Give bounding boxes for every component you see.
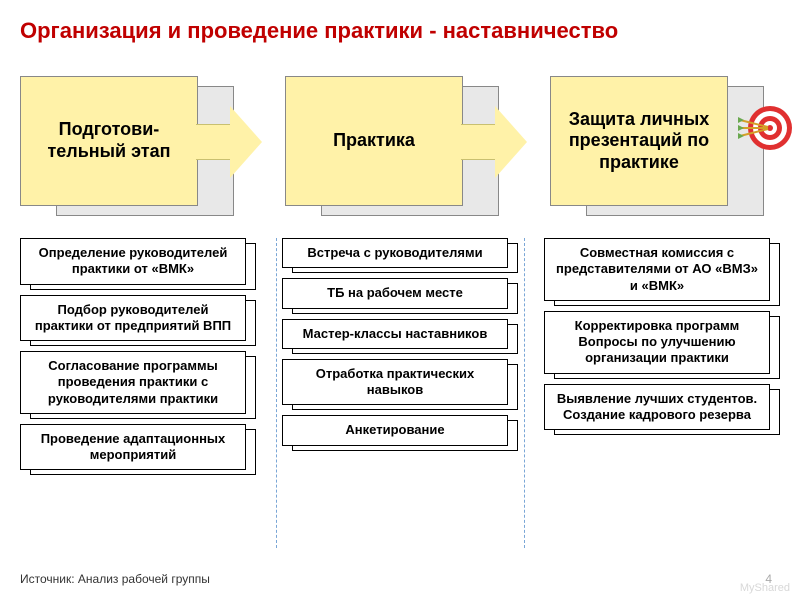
list-item: Подбор руководителей практики от предпри… xyxy=(20,295,256,342)
column: Встреча с руководителями ТБ на рабочем ме… xyxy=(282,238,518,470)
list-item-label: ТБ на рабочем месте xyxy=(282,278,508,308)
target-icon xyxy=(738,100,794,156)
stage-label: Защита личных презентаций по практике xyxy=(550,76,728,206)
list-item-label: Встреча с руководителями xyxy=(282,238,508,268)
list-item: Корректировка программ Вопросы по улучше… xyxy=(544,311,780,374)
list-item: Проведение адаптационных мероприятий xyxy=(20,424,256,471)
stage-label: Практика xyxy=(285,76,463,206)
list-item-label: Подбор руководителей практики от предпри… xyxy=(20,295,246,342)
list-item: Мастер-классы наставников xyxy=(282,319,518,349)
list-item-label: Анкетирование xyxy=(282,415,508,445)
list-item-label: Мастер-классы наставников xyxy=(282,319,508,349)
source-text: Источник: Анализ рабочей группы xyxy=(20,572,210,586)
list-item: Отработка практических навыков xyxy=(282,359,518,406)
stages-row: Подготови-тельный этап Практика Защита лич… xyxy=(20,68,780,228)
list-item: Согласование программы проведения практи… xyxy=(20,351,256,414)
list-item: Совместная комиссия с представителями от… xyxy=(544,238,780,301)
list-item-label: Согласование программы проведения практи… xyxy=(20,351,246,414)
watermark: MyShared xyxy=(740,582,790,594)
list-item-label: Корректировка программ Вопросы по улучше… xyxy=(544,311,770,374)
stage-box: Практика xyxy=(285,68,515,228)
list-item-label: Выявление лучших студентов. Создание кад… xyxy=(544,384,770,431)
list-item: Анкетирование xyxy=(282,415,518,445)
columns-container: Определение руководителей практики от «В… xyxy=(20,238,780,470)
stage-label: Подготови-тельный этап xyxy=(20,76,198,206)
list-item-label: Совместная комиссия с представителями от… xyxy=(544,238,770,301)
list-item: Выявление лучших студентов. Создание кад… xyxy=(544,384,780,431)
stage-box: Подготови-тельный этап xyxy=(20,68,250,228)
page-title: Организация и проведение практики - наст… xyxy=(20,18,618,44)
list-item: Встреча с руководителями xyxy=(282,238,518,268)
list-item-label: Определение руководителей практики от «В… xyxy=(20,238,246,285)
column: Совместная комиссия с представителями от… xyxy=(544,238,780,470)
column: Определение руководителей практики от «В… xyxy=(20,238,256,470)
list-item-label: Отработка практических навыков xyxy=(282,359,508,406)
list-item-label: Проведение адаптационных мероприятий xyxy=(20,424,246,471)
list-item: ТБ на рабочем месте xyxy=(282,278,518,308)
list-item: Определение руководителей практики от «В… xyxy=(20,238,256,285)
